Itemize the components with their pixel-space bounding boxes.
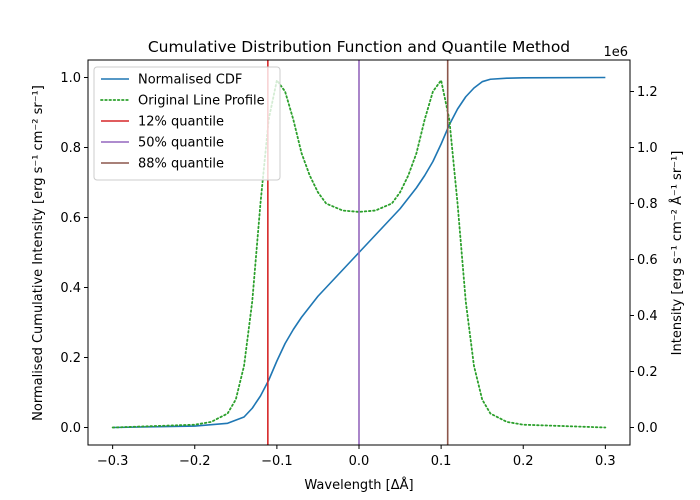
legend-label-2: 12% quantile	[138, 115, 224, 130]
y-right-tick-label: 0.8	[637, 197, 658, 212]
legend-label-3: 50% quantile	[138, 136, 224, 151]
y-right-tick-label: 0.0	[637, 421, 658, 436]
y-left-tick-label: 1.0	[60, 71, 81, 86]
x-tick-label: 0.3	[595, 454, 616, 469]
legend-label-4: 88% quantile	[138, 157, 224, 172]
x-tick-label: 0.2	[513, 454, 534, 469]
axes: −0.3 −0.2 −0.1 0.0 0.1 0.2 0.3 0.0 0.2 0.4 0.6 0.8 1…	[60, 59, 658, 469]
chart-title: Cumulative Distribution Function and Qua…	[148, 38, 570, 56]
x-tick-label: 0.1	[431, 454, 452, 469]
series-line-0	[112, 76, 606, 429]
y-right-axis-label: Intensity [erg s⁻¹ cm⁻² Å⁻¹ sr⁻¹]	[669, 151, 685, 356]
y-right-tick-label: 1.2	[637, 85, 658, 100]
legend: Normalised CDF Original Line Profile 12% q…	[93, 66, 281, 181]
x-tick-label: −0.1	[261, 454, 293, 469]
x-tick-label: −0.2	[179, 454, 211, 469]
y-left-tick-label: 0.8	[60, 141, 81, 156]
x-tick-label: 0.0	[349, 454, 370, 469]
y-right-tick-label: 0.2	[637, 365, 658, 380]
legend-label-1: Original Line Profile	[138, 94, 265, 109]
series-line-1	[111, 79, 607, 429]
x-tick-label: −0.3	[97, 454, 129, 469]
right-axis-offset-label: 1e6	[603, 45, 628, 60]
legend-label-0: Normalised CDF	[138, 73, 242, 88]
plot-area	[111, 76, 607, 429]
y-left-tick-label: 0.6	[60, 211, 81, 226]
y-left-tick-label: 0.2	[60, 351, 81, 366]
y-left-tick-label: 0.4	[60, 281, 81, 296]
legend-box	[93, 66, 281, 181]
x-axis-label: Wavelength [ΔÅ]	[304, 477, 413, 493]
y-right-tick-label: 0.6	[637, 253, 658, 268]
y-left-tick-label: 0.0	[60, 421, 81, 436]
y-left-axis-label: Normalised Cumulative Intensity [erg s⁻¹…	[31, 85, 46, 421]
y-right-tick-label: 1.0	[637, 141, 658, 156]
y-right-tick-label: 0.4	[637, 309, 658, 324]
